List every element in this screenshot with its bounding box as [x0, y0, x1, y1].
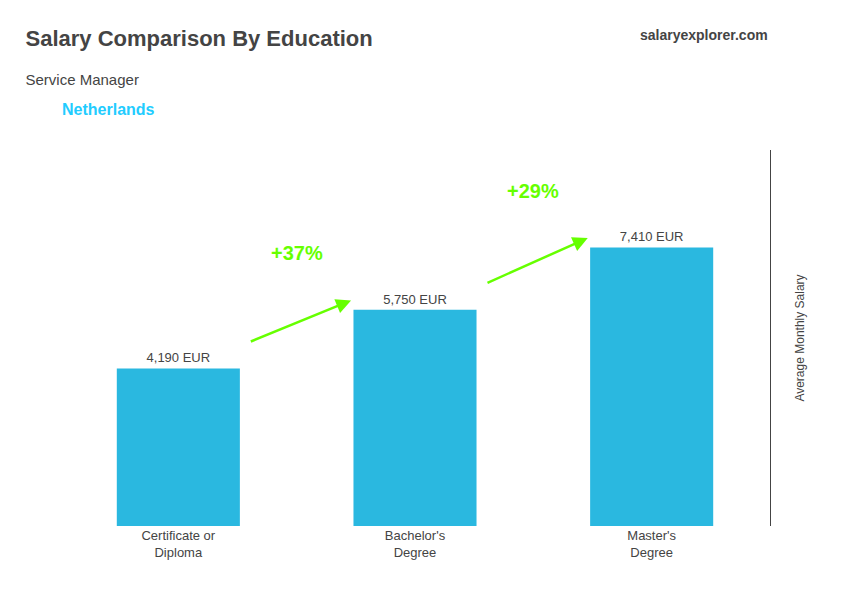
svg-text:Certificate orDiploma: Certificate orDiploma	[141, 528, 215, 560]
svg-text:Bachelor'sDegree: Bachelor'sDegree	[385, 528, 446, 560]
svg-text:7,410 EUR: 7,410 EUR	[620, 229, 684, 244]
svg-text:Salary Comparison By Education: Salary Comparison By Education	[26, 26, 373, 51]
svg-text:4,190 EUR: 4,190 EUR	[147, 350, 211, 365]
svg-text:5,750 EUR: 5,750 EUR	[383, 292, 447, 307]
svg-text:salaryexplorer.com: salaryexplorer.com	[640, 27, 768, 43]
svg-text:Average Monthly Salary: Average Monthly Salary	[793, 274, 807, 401]
svg-text:Master'sDegree: Master'sDegree	[627, 528, 676, 560]
svg-text:+29%: +29%	[507, 180, 559, 202]
svg-text:+37%: +37%	[271, 242, 323, 264]
svg-text:Service Manager: Service Manager	[26, 71, 139, 88]
svg-text:Netherlands: Netherlands	[62, 101, 155, 118]
